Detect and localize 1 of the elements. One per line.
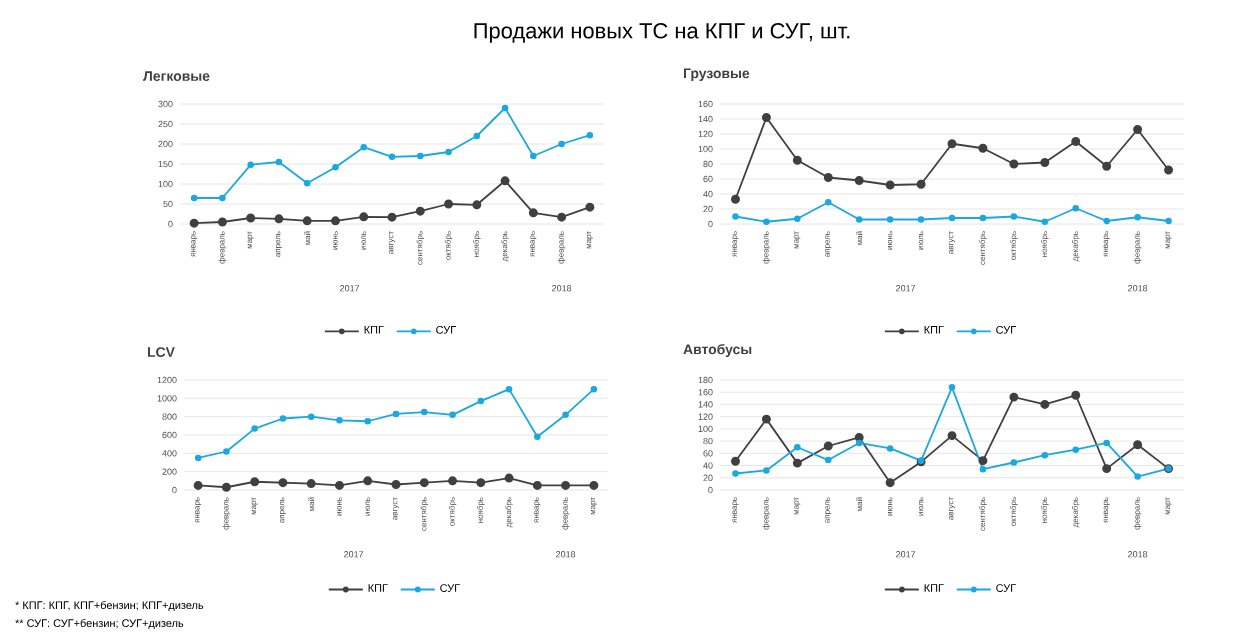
text: Продажи новых ТС на КПГ и СУГ, шт. (474, 23, 850, 43)
